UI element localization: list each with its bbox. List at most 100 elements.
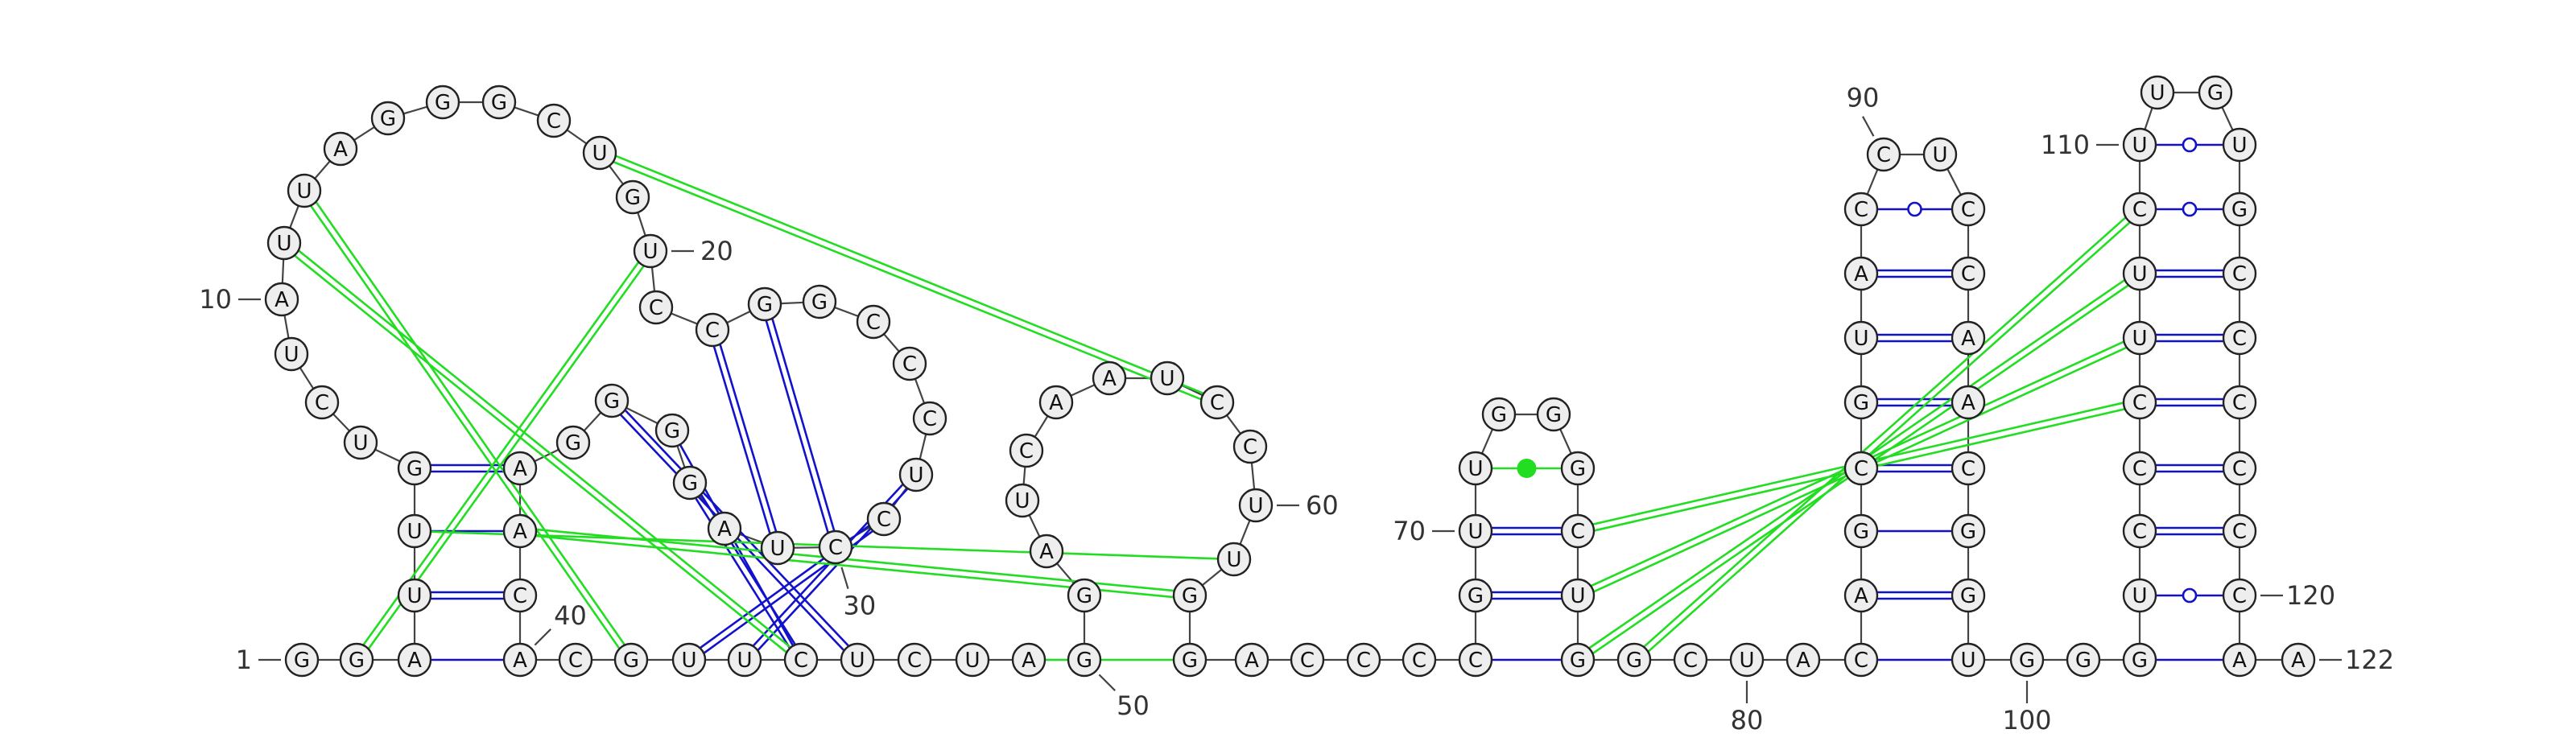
pseudoknot-pair-78-109-line1 bbox=[1647, 221, 2131, 653]
nucleotide-circle bbox=[2122, 513, 2157, 549]
nucleotide-circle bbox=[747, 286, 782, 322]
nucleotide-letter: A bbox=[2291, 649, 2306, 673]
nucleotide-57: U bbox=[1150, 361, 1185, 396]
nucleotide-circle bbox=[1232, 429, 1268, 464]
nucleotide-letter: U bbox=[2132, 134, 2147, 158]
nucleotide-letter: A bbox=[2232, 649, 2247, 673]
nucleotide-circle bbox=[1458, 642, 1493, 678]
nucleotide-67: C bbox=[1402, 642, 1437, 678]
position-number-122: 122 bbox=[2345, 645, 2394, 675]
wc-pair-22-31-line1 bbox=[712, 345, 771, 534]
nucleotide-letter: C bbox=[1961, 198, 1975, 222]
nucleotide-letter: G bbox=[1626, 649, 1642, 673]
nucleotide-circle bbox=[1673, 642, 1708, 678]
nucleotide-letter: G bbox=[1960, 584, 1976, 608]
nucleotide-circle bbox=[2122, 451, 2157, 486]
nucleotide-27: C bbox=[912, 401, 947, 436]
nucleotide-54: C bbox=[1009, 433, 1044, 468]
nucleotide-letter: G bbox=[664, 419, 680, 443]
nucleotide-94: A bbox=[1951, 320, 1986, 356]
nucleotide-letter: G bbox=[1853, 520, 1869, 544]
nucleotide-circle bbox=[654, 413, 690, 448]
pseudoknot-pair-38-62-line1 bbox=[535, 534, 1174, 599]
position-number-80: 80 bbox=[1731, 705, 1764, 735]
nucleotide-circle bbox=[1402, 642, 1437, 678]
nucleotide-117: C bbox=[2222, 385, 2257, 420]
nucleotide-106: C bbox=[2122, 385, 2157, 420]
nucleotide-24: G bbox=[802, 284, 837, 319]
nucleotide-circle bbox=[2222, 192, 2257, 227]
nucleotide-circle bbox=[1216, 542, 1252, 577]
nucleotide-circle bbox=[707, 511, 742, 546]
pseudoknot-pair-11-45-line1 bbox=[294, 254, 787, 653]
nucleotide-letter: U bbox=[770, 537, 785, 561]
nucleotide-2: G bbox=[339, 642, 374, 678]
nucleotide-84: G bbox=[1843, 513, 1879, 549]
nucleotide-71: U bbox=[1458, 451, 1493, 486]
nucleotide-letter: U bbox=[2132, 584, 2147, 608]
nucleotide-letter: U bbox=[1248, 494, 1263, 518]
nucleotide-33: G bbox=[672, 465, 708, 501]
nucleotide-circle bbox=[594, 383, 630, 418]
nucleotide-circle bbox=[397, 642, 432, 678]
nucleotide-circle bbox=[912, 401, 947, 436]
nucleotide-letter: G bbox=[435, 91, 451, 115]
pseudoknot-pair-18-58-line1 bbox=[613, 160, 1202, 401]
nucleotide-10: A bbox=[264, 282, 299, 317]
nucleotide-circle bbox=[1238, 488, 1274, 523]
nucleotide-circle bbox=[1067, 642, 1102, 678]
nucleotide-letter: C bbox=[705, 319, 720, 343]
nucleotide-letter: U bbox=[849, 649, 865, 673]
nucleotide-letter: G bbox=[1076, 584, 1092, 608]
nucleotide-circle bbox=[481, 84, 517, 120]
nucleotide-83: A bbox=[1843, 578, 1879, 613]
nucleotide-circle bbox=[638, 290, 674, 325]
nucleotide-letter: A bbox=[333, 138, 348, 162]
position-number-50: 50 bbox=[1117, 690, 1150, 721]
nucleotide-circle bbox=[2281, 642, 2316, 678]
nucleotide-60: U bbox=[1238, 488, 1274, 523]
nucleotide-letter: G bbox=[1468, 584, 1484, 608]
nucleotide-letter: C bbox=[1356, 649, 1371, 673]
nucleotide-letter: C bbox=[2132, 520, 2147, 544]
nucleotide-62: G bbox=[1172, 578, 1208, 613]
nucleotide-letter: C bbox=[2232, 584, 2247, 608]
nucleotide-letter: G bbox=[1960, 520, 1976, 544]
nucleotide-letter: U bbox=[407, 584, 422, 608]
nucleotide-letter: G bbox=[380, 107, 396, 131]
nucleotide-circle bbox=[1009, 433, 1044, 468]
nucleotide-102: G bbox=[2122, 642, 2157, 678]
nucleotide-circle bbox=[266, 225, 302, 261]
nucleotide-69: G bbox=[1458, 578, 1493, 613]
nucleotide-77: G bbox=[1560, 642, 1596, 678]
nucleotide-61: U bbox=[1216, 542, 1252, 577]
nucleotide-100: G bbox=[2009, 642, 2045, 678]
nucleotide-letter: C bbox=[1300, 649, 1315, 673]
nucleotide-8: C bbox=[304, 385, 340, 420]
nucleotide-circle bbox=[1843, 256, 1879, 291]
nucleotide-letter: G bbox=[349, 649, 365, 673]
nucleotide-circle bbox=[323, 131, 358, 167]
nucleotide-9: U bbox=[274, 336, 309, 372]
nucleotide-11: U bbox=[266, 225, 302, 261]
nucleotide-circle bbox=[2222, 256, 2257, 291]
nucleotide-circle bbox=[615, 179, 650, 215]
nucleotide-circle bbox=[2222, 642, 2257, 678]
nucleotide-letter: G bbox=[1570, 649, 1586, 673]
nucleotide-96: C bbox=[1951, 451, 1986, 486]
nucleotide-79: C bbox=[1673, 642, 1708, 678]
nucleotide-14: G bbox=[370, 101, 406, 136]
wc-pair-22-31-line0 bbox=[719, 344, 778, 533]
nucleotide-circle bbox=[2122, 385, 2157, 420]
nucleotide-107: U bbox=[2122, 320, 2157, 356]
pseudoknot-pair-mark-71-74 bbox=[1517, 459, 1537, 478]
nucleotide-letter: U bbox=[1853, 327, 1868, 351]
nucleotide-letter: U bbox=[276, 232, 291, 256]
nucleotide-circle bbox=[1951, 451, 1986, 486]
nucleotide-letter: C bbox=[1876, 143, 1891, 167]
nucleotide-letter: U bbox=[2132, 327, 2147, 351]
nucleotide-circle bbox=[955, 642, 990, 678]
nucleotide-31: U bbox=[760, 530, 795, 566]
nucleotide-letter: G bbox=[1076, 649, 1092, 673]
